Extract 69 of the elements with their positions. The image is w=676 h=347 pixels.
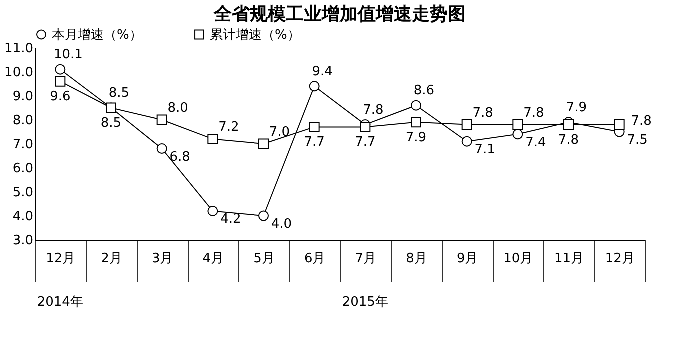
- data-label: 7.9: [406, 130, 427, 146]
- data-label: 8.0: [168, 101, 188, 116]
- data-label: 6.8: [170, 150, 190, 165]
- data-label: 10.1: [54, 48, 83, 63]
- x-tick-label: 8月: [406, 252, 428, 266]
- point: [564, 120, 574, 130]
- data-label: 7.1: [474, 142, 496, 158]
- point: [156, 114, 168, 126]
- y-tick-label: 8.0: [12, 114, 34, 128]
- point: [258, 138, 269, 150]
- y-tick-label: 4.0: [12, 210, 34, 224]
- point: [208, 134, 218, 144]
- y-tick-label: 6.0: [12, 162, 34, 176]
- point: [411, 117, 422, 128]
- data-label: 7.2: [218, 120, 240, 136]
- text: 2015年: [342, 295, 388, 310]
- point: [55, 64, 66, 75]
- x-tick-label: 10月: [504, 252, 534, 266]
- x-tick-label: 12月: [46, 252, 76, 266]
- data-label: 8.5: [108, 86, 130, 101]
- y-tick-label: 5.0: [12, 186, 34, 200]
- data-label: 7.8: [363, 102, 384, 118]
- data-label: 7.8: [472, 106, 494, 121]
- data-label: 8.5: [100, 116, 122, 131]
- point: [55, 76, 66, 87]
- x-tick-label: 6月: [304, 252, 326, 266]
- x-tick-label: 11月: [554, 252, 584, 266]
- y-tick-label: 9.0: [12, 90, 34, 104]
- chart-title: 全省规模工业增加值增速走势图: [213, 4, 466, 25]
- point: [411, 100, 422, 111]
- point: [258, 210, 269, 222]
- point: [309, 81, 320, 92]
- data-label: 8.6: [414, 84, 435, 99]
- data-label: 4.0: [271, 217, 292, 232]
- data-label: 7.4: [526, 135, 546, 150]
- data-label: 7.5: [627, 133, 648, 148]
- x-tick-label: 7月: [355, 252, 377, 266]
- point: [106, 102, 116, 114]
- data-label: 7.7: [304, 135, 325, 150]
- x-tick-label: 12月: [605, 252, 635, 266]
- data-label: 4.2: [220, 212, 242, 228]
- data-label: 7.8: [524, 106, 544, 121]
- x-tick-label: 2月: [101, 252, 122, 266]
- point: [614, 120, 625, 130]
- point: [309, 122, 320, 132]
- point: [462, 136, 472, 147]
- data-label: 7.8: [631, 114, 652, 129]
- data-label: 7.0: [269, 125, 290, 140]
- point: [512, 129, 524, 140]
- y-tick-label: 7.0: [12, 138, 34, 152]
- data-label: 7.7: [355, 135, 376, 150]
- data-label: 9.4: [312, 64, 333, 80]
- data-label: 7.9: [566, 100, 588, 116]
- legend-label: 累计增速（%）: [210, 28, 300, 43]
- legend-label: 本月增速（%）: [52, 28, 142, 43]
- x-tick-label: 5月: [254, 252, 275, 266]
- data-label: 9.6: [50, 90, 71, 105]
- x-tick-label: 4月: [202, 252, 224, 266]
- text: 2014年: [37, 295, 84, 310]
- point: [512, 120, 524, 130]
- y-tick-label: 10.0: [4, 66, 34, 80]
- y-tick-label: 11.0: [4, 42, 34, 56]
- x-tick-label: 3月: [152, 252, 174, 266]
- x-tick-label: 9月: [456, 252, 478, 266]
- data-label: 7.8: [558, 132, 580, 148]
- point: [156, 144, 168, 154]
- point: [462, 120, 472, 130]
- y-tick-label: 3.0: [12, 234, 34, 248]
- point: [208, 206, 218, 216]
